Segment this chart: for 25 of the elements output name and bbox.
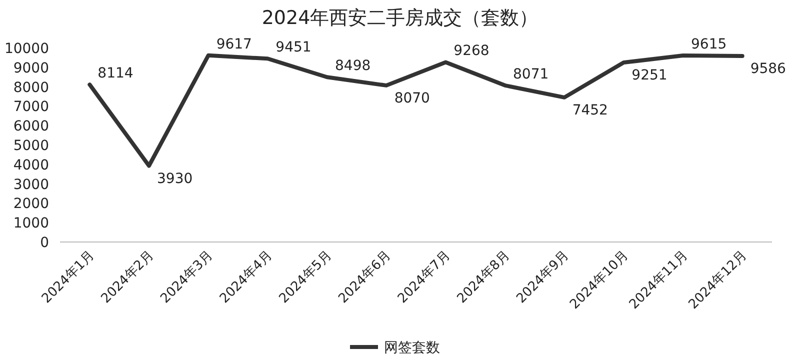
data-label: 9268: [454, 43, 490, 60]
y-tick-label: 5000: [13, 138, 49, 154]
chart-title: 2024年西安二手房成交（套数）: [262, 7, 538, 29]
data-label: 7452: [572, 102, 608, 118]
data-label: 9617: [216, 36, 252, 52]
y-tick-label: 3000: [13, 176, 49, 193]
data-label: 9251: [632, 68, 668, 84]
data-label: 9586: [750, 61, 786, 78]
y-tick-label: 10000: [4, 41, 49, 57]
data-label: 9451: [276, 40, 312, 56]
data-label: 9615: [691, 36, 727, 52]
data-label: 3930: [157, 170, 193, 187]
y-tick-label: 7000: [13, 99, 49, 116]
y-tick-label: 0: [40, 235, 49, 251]
data-label: 8498: [335, 58, 371, 74]
y-tick-label: 9000: [13, 60, 49, 76]
y-tick-label: 1000: [13, 216, 49, 232]
data-label: 8114: [98, 66, 134, 82]
data-label: 8070: [394, 90, 430, 106]
data-label: 8071: [513, 66, 549, 82]
legend-label: 网签套数: [384, 340, 440, 356]
y-tick-label: 8000: [13, 80, 49, 96]
y-tick-label: 2000: [13, 196, 49, 212]
y-tick-label: 6000: [13, 118, 49, 135]
y-tick-label: 4000: [13, 157, 49, 174]
